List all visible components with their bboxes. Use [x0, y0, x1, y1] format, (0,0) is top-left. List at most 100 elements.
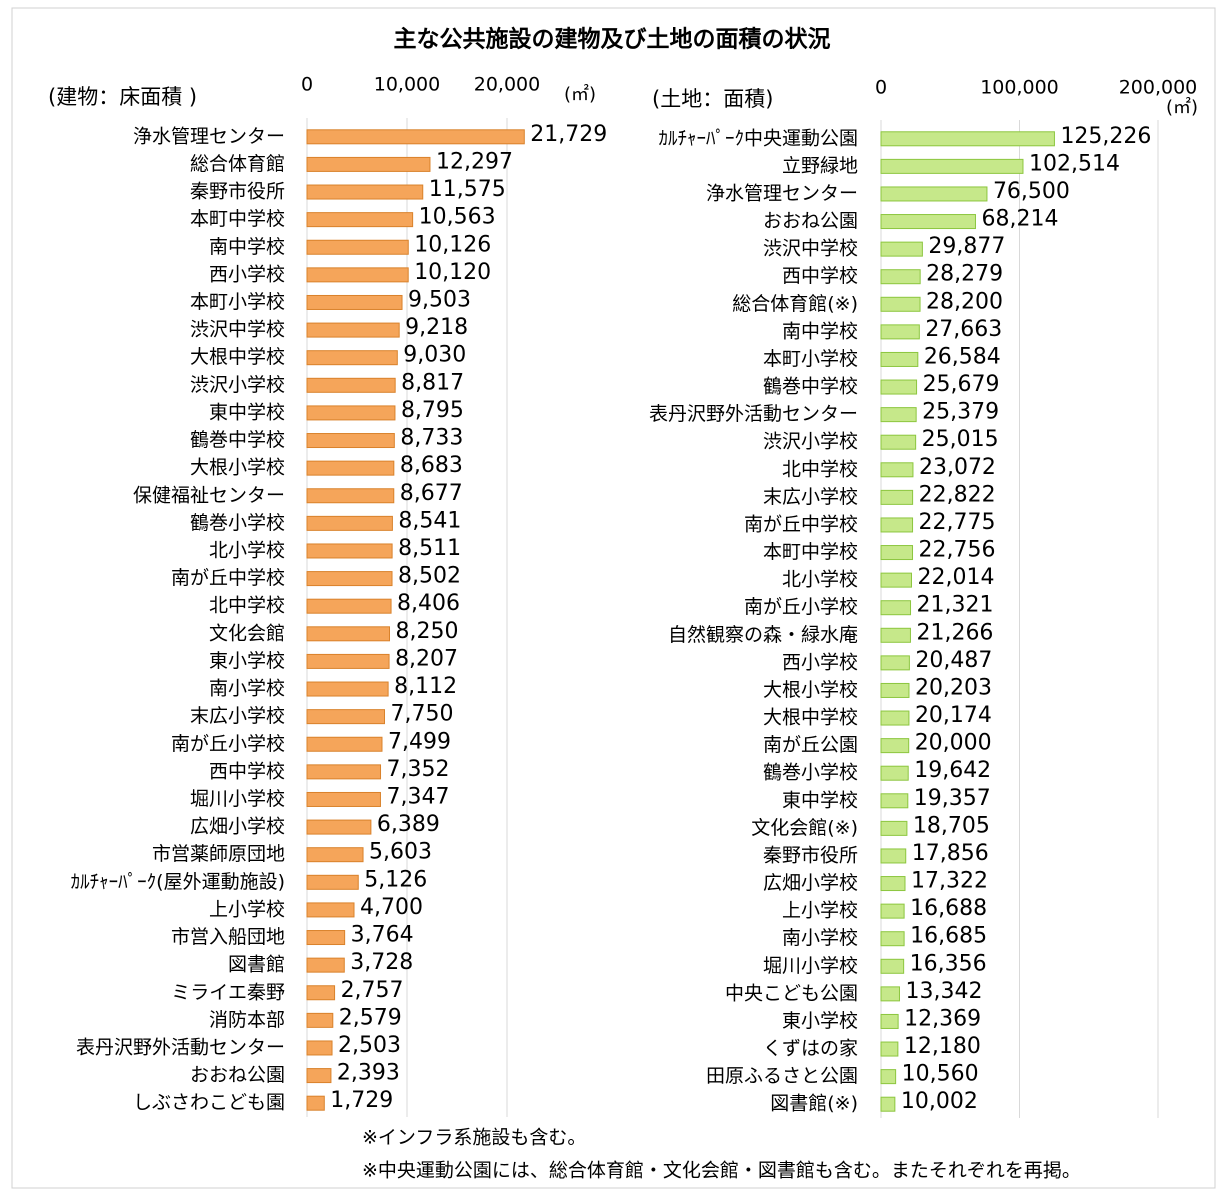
- bar: [306, 1012, 334, 1028]
- data-label: 23,072: [919, 455, 996, 480]
- bar: [880, 351, 919, 367]
- y-tick-label: 中央こども公園: [725, 982, 858, 1004]
- y-tick-label: 秦野市役所: [763, 844, 858, 866]
- data-label: 8,683: [400, 453, 463, 478]
- bar: [306, 515, 393, 531]
- bar: [880, 1013, 899, 1029]
- bar: [880, 986, 900, 1002]
- bar: [306, 377, 396, 393]
- y-tick-label: 本町小学校: [190, 291, 285, 313]
- y-tick-label: 浄水管理センター: [133, 125, 285, 147]
- data-label: 28,279: [926, 262, 1003, 287]
- bar: [306, 1040, 333, 1056]
- y-tick-label: 南小学校: [782, 927, 858, 949]
- bar: [306, 985, 336, 1001]
- y-tick-label: 図書館(※): [770, 1093, 858, 1115]
- y-tick-label: 消防本部: [209, 1009, 285, 1031]
- y-tick-label: 大根中学校: [190, 346, 285, 368]
- y-tick-label: 自然観察の森・緑水庵: [668, 624, 858, 646]
- y-tick-label: 鶴巻小学校: [190, 512, 285, 534]
- y-tick-label: 上小学校: [209, 898, 285, 920]
- y-tick-label: おおね公園: [190, 1064, 285, 1086]
- y-tick-label: 堀川小学校: [763, 955, 858, 977]
- y-tick-label: 鶴巻中学校: [190, 429, 285, 451]
- y-tick-label: 市営薬師原団地: [152, 843, 285, 865]
- y-tick-label: 北小学校: [209, 539, 285, 561]
- data-label: 8,250: [396, 619, 459, 644]
- data-label: 10,560: [902, 1062, 979, 1087]
- bar: [306, 847, 364, 863]
- data-label: 76,500: [993, 179, 1070, 204]
- y-tick-label: 南中学校: [209, 236, 285, 258]
- data-label: 20,174: [915, 703, 992, 728]
- data-label: 2,757: [341, 978, 404, 1003]
- y-tick-label: 田原ふるさと公園: [706, 1065, 858, 1087]
- data-label: 8,795: [401, 398, 464, 423]
- data-label: 19,357: [914, 786, 991, 811]
- bar: [306, 571, 393, 587]
- panel-title: (建物：床面積 ): [48, 85, 197, 109]
- frame: [11, 7, 1216, 1189]
- y-tick-label: 広畑小学校: [190, 816, 285, 838]
- data-label: 7,750: [391, 702, 454, 727]
- data-label: 25,015: [922, 427, 999, 452]
- note: ※インフラ系施設も含む。: [362, 1127, 586, 1149]
- data-label: 1,729: [330, 1088, 393, 1113]
- y-tick-label: 南が丘中学校: [171, 567, 285, 589]
- bar: [306, 460, 395, 476]
- data-label: 25,379: [922, 400, 999, 425]
- bar: [880, 600, 912, 616]
- data-label: 68,214: [981, 207, 1058, 232]
- bar: [880, 903, 905, 919]
- x-tick-label: 10,000: [374, 74, 440, 96]
- data-label: 22,756: [919, 538, 996, 563]
- y-tick-label: 渋沢中学校: [190, 319, 285, 341]
- data-label: 22,822: [919, 482, 996, 507]
- y-tick-label: 図書館: [228, 954, 285, 976]
- data-label: 18,705: [913, 813, 990, 838]
- bar: [880, 186, 988, 202]
- y-tick-label: 北小学校: [782, 569, 858, 591]
- bar: [880, 848, 907, 864]
- bar: [306, 957, 345, 973]
- data-label: 12,369: [904, 1006, 981, 1031]
- data-label: 6,389: [377, 812, 440, 837]
- data-label: 9,218: [405, 315, 468, 340]
- bar: [880, 820, 908, 836]
- data-label: 8,733: [400, 426, 463, 451]
- bar: [306, 212, 414, 228]
- data-label: 2,503: [338, 1033, 401, 1058]
- y-tick-label: 保健福祉センター: [133, 484, 285, 506]
- y-tick-label: 本町小学校: [763, 348, 858, 370]
- bar: [306, 350, 398, 366]
- data-label: 2,579: [339, 1005, 402, 1030]
- data-label: 8,677: [400, 481, 463, 506]
- bar: [306, 294, 403, 310]
- data-label: 10,002: [901, 1089, 978, 1114]
- data-label: 27,663: [925, 317, 1002, 342]
- data-label: 17,856: [912, 841, 989, 866]
- bar: [880, 958, 905, 974]
- bar: [880, 710, 910, 726]
- bar: [880, 738, 910, 754]
- bar: [880, 545, 914, 561]
- bar: [880, 158, 1024, 174]
- x-tick-label: 0: [301, 74, 313, 96]
- bar: [306, 322, 400, 338]
- data-label: 7,347: [386, 784, 449, 809]
- data-label: 8,112: [394, 674, 457, 699]
- y-tick-label: 本町中学校: [190, 208, 285, 230]
- bar: [880, 241, 923, 257]
- bar: [880, 876, 906, 892]
- y-tick-label: 渋沢小学校: [763, 431, 858, 453]
- data-label: 12,297: [436, 149, 513, 174]
- bar: [306, 184, 424, 200]
- data-label: 20,000: [915, 731, 992, 756]
- data-label: 17,322: [911, 869, 988, 894]
- data-label: 28,200: [926, 289, 1003, 314]
- bar: [306, 902, 355, 918]
- y-tick-label: 南中学校: [782, 320, 858, 342]
- bar: [880, 214, 976, 230]
- bar: [880, 489, 914, 505]
